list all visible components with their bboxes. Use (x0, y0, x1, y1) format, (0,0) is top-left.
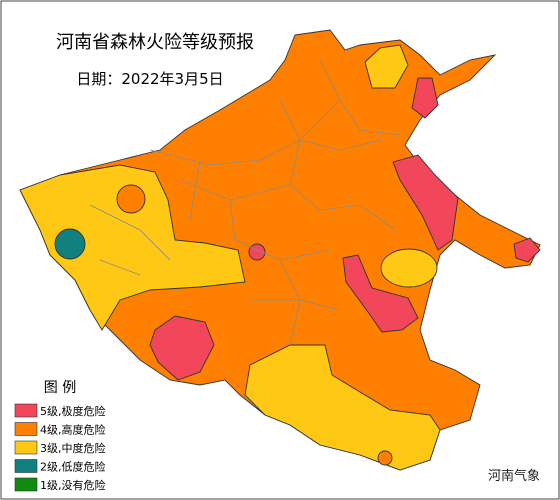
legend-label: 4级,高度危险 (40, 423, 106, 437)
legend-swatch (14, 477, 38, 492)
legend-label: 1级,没有危险 (40, 478, 106, 492)
legend-title: 图 例 (44, 380, 76, 396)
region-yellow-east (380, 248, 438, 288)
watermark: 河南气象 (488, 468, 540, 484)
legend-label: 3级,中度危险 (40, 441, 106, 455)
county-lines (89, 59, 401, 346)
legend-label: 2级,低度危险 (40, 460, 106, 474)
region-red-north (411, 77, 439, 119)
map-title: 河南省森林火险等级预报 (56, 32, 254, 53)
map-date: 日期：2022年3月5日 (76, 70, 223, 88)
region-red-far-east (513, 237, 541, 263)
region-red-stripe (342, 254, 419, 333)
map (19, 29, 541, 471)
legend-swatch (14, 440, 38, 455)
legend-swatch (14, 422, 38, 436)
legend: 5级,极度危险 4级,高度危险 3级,中度危险 2级,低度危险 1级,没有危险 (14, 403, 106, 492)
legend-label: 5级,极度危险 (40, 404, 106, 418)
region-yellow-south (244, 344, 441, 471)
region-yellow-north (364, 44, 409, 89)
region-teal (54, 228, 86, 260)
legend-swatch (14, 459, 38, 473)
region-orange-dot (377, 450, 393, 466)
region-orange-spot (116, 184, 146, 214)
region-red-southwest (149, 315, 215, 381)
region-red-east (392, 154, 459, 251)
legend-swatch (14, 403, 38, 418)
region-yellow-west (19, 164, 246, 331)
